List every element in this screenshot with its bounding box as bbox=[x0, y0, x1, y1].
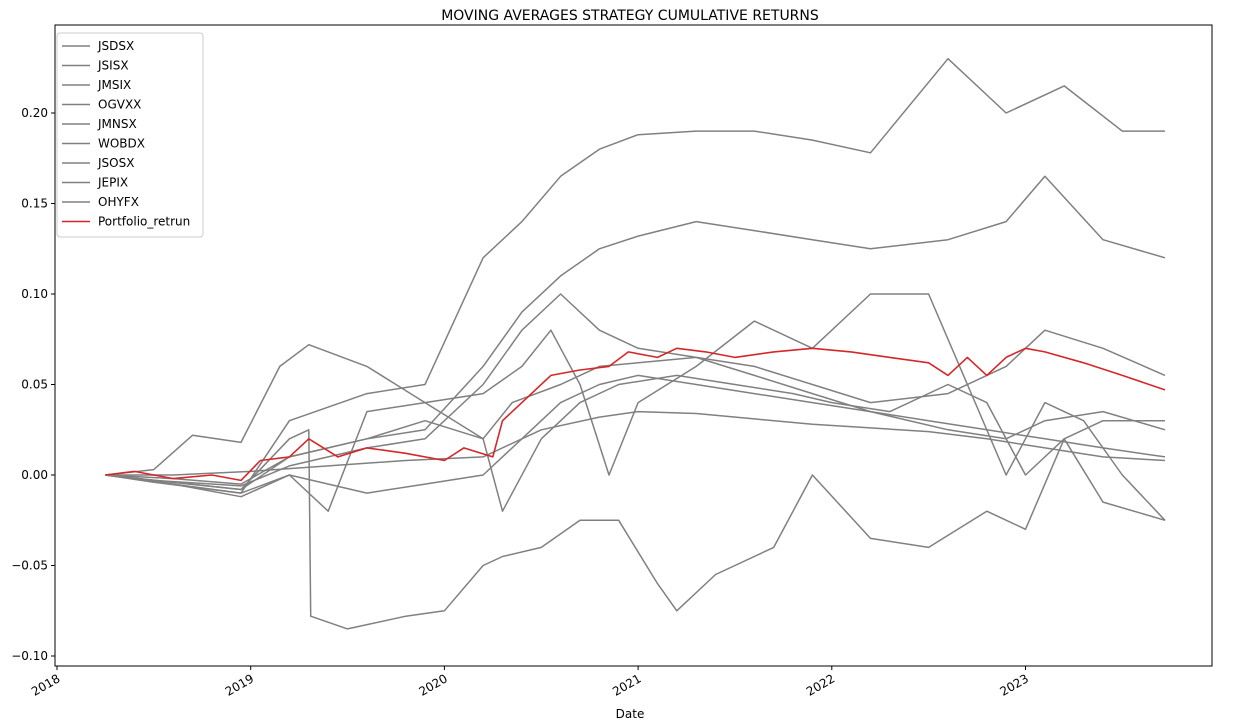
series-line-portfolio_retrun bbox=[105, 347, 1166, 482]
series-line-jmsix bbox=[105, 293, 1166, 487]
legend-label: JMNSX bbox=[97, 117, 137, 131]
legend-label: JMSIX bbox=[97, 78, 131, 92]
series-layer bbox=[105, 57, 1166, 630]
y-tick-label: 0.20 bbox=[21, 106, 48, 120]
y-axis: −0.10 −0.05 0.00 0.05 0.10 0.15 0.20 bbox=[11, 106, 55, 663]
series-line-jepix bbox=[105, 374, 1166, 522]
series-line-ogvxx bbox=[105, 410, 1166, 476]
x-axis: 2018 2019 2020 2021 2022 2023 bbox=[29, 666, 1031, 699]
x-tick-label: 2023 bbox=[998, 671, 1031, 698]
y-tick-label: −0.10 bbox=[11, 649, 48, 663]
legend-box bbox=[56, 32, 204, 238]
y-tick-label: 0.00 bbox=[21, 468, 48, 482]
series-line-jsdsx bbox=[105, 57, 1165, 494]
x-tick-label: 2022 bbox=[804, 671, 837, 698]
series-line-jmnsx bbox=[105, 343, 1166, 476]
y-tick-label: 0.10 bbox=[21, 287, 48, 301]
y-tick-label: 0.15 bbox=[21, 197, 48, 211]
legend-items: JSDSX JSISX JMSIX OGVXX JMNSX WOBDX JSOSX JEPIX… bbox=[62, 39, 190, 229]
chart-title: MOVING AVERAGES STRATEGY CUMULATIVE RETU… bbox=[441, 8, 819, 24]
x-tick-label: 2018 bbox=[29, 671, 62, 698]
x-tick-label: 2020 bbox=[416, 671, 449, 698]
legend-label: Portfolio_retrun bbox=[98, 215, 190, 229]
legend-label: JSOSX bbox=[97, 156, 134, 170]
legend: JSDSX JSISX JMSIX OGVXX JMNSX WOBDX JSOSX JEPIX… bbox=[56, 32, 204, 238]
legend-label: JSISX bbox=[97, 59, 129, 73]
series-line-ohyfx bbox=[105, 374, 1166, 494]
x-axis-label: Date bbox=[616, 707, 645, 721]
legend-label: JSDSX bbox=[97, 39, 134, 53]
series-line-jsosx bbox=[105, 419, 1165, 630]
plot-area-frame bbox=[54, 24, 1213, 667]
y-tick-label: −0.05 bbox=[11, 559, 48, 573]
legend-label: WOBDX bbox=[98, 137, 145, 151]
legend-label: OHYFX bbox=[98, 195, 139, 209]
y-tick-label: 0.05 bbox=[21, 378, 48, 392]
legend-label: OGVXX bbox=[98, 98, 141, 112]
x-tick-label: 2021 bbox=[610, 671, 643, 698]
legend-label: JEPIX bbox=[97, 176, 128, 190]
series-line-wobdx bbox=[105, 293, 1166, 521]
x-tick-label: 2019 bbox=[223, 671, 256, 698]
